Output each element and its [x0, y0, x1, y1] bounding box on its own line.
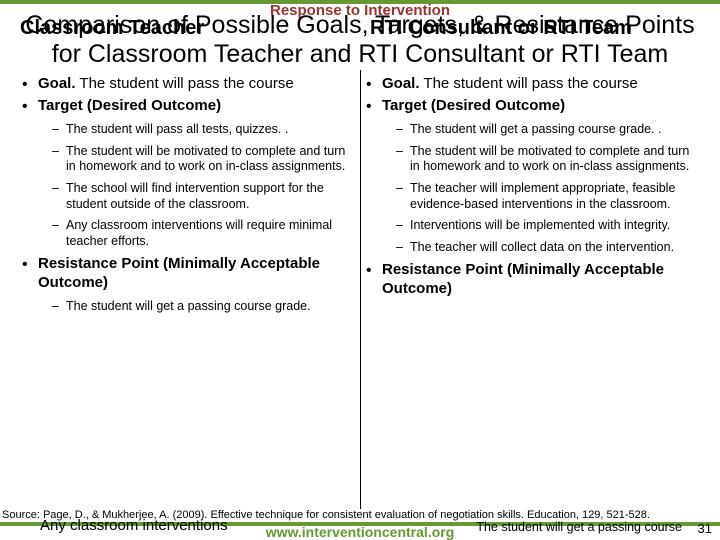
right-heading: RTI Consultant or RTI Team [370, 17, 700, 65]
column-divider [360, 70, 361, 510]
sub-item: The student will pass all tests, quizzes… [52, 122, 356, 138]
sub-item: The student will get a passing course gr… [396, 122, 700, 138]
goal-text: The student will pass the course [76, 75, 294, 92]
sub-item: The teacher will implement appropriate, … [396, 181, 700, 212]
sub-item: Any classroom interventions will require… [52, 218, 356, 249]
page-number: 31 [698, 521, 712, 536]
right-resistance: Resistance Point (Minimally Acceptable O… [364, 261, 700, 299]
goal-label: Goal. [38, 75, 76, 92]
resistance-label: Resistance Point (Minimally Acceptable O… [382, 261, 664, 297]
resistance-label: Resistance Point (Minimally Acceptable O… [38, 255, 320, 291]
sub-item: The student will be motivated to complet… [396, 144, 700, 175]
right-list: Goal. The student will pass the course T… [364, 75, 700, 299]
right-column: RTI Consultant or RTI Team Goal. The stu… [360, 17, 704, 321]
left-resistance-list: The student will get a passing course gr… [52, 299, 356, 315]
target-label: Target (Desired Outcome) [38, 97, 221, 114]
right-target: Target (Desired Outcome) The student wil… [364, 97, 700, 255]
target-label: Target (Desired Outcome) [382, 97, 565, 114]
goal-text: The student will pass the course [420, 75, 638, 92]
left-column: Classroom Teacher Goal. The student will… [16, 17, 360, 321]
left-list: Goal. The student will pass the course T… [20, 75, 356, 315]
left-target: Target (Desired Outcome) The student wil… [20, 97, 356, 249]
right-goal: Goal. The student will pass the course [364, 75, 700, 94]
left-target-list: The student will pass all tests, quizzes… [52, 122, 356, 249]
sub-item: Interventions will be implemented with i… [396, 218, 700, 234]
sub-item: The student will get a passing course gr… [52, 299, 356, 315]
left-heading: Classroom Teacher [20, 17, 356, 65]
left-resistance: Resistance Point (Minimally Acceptable O… [20, 255, 356, 314]
goal-label: Goal. [382, 75, 420, 92]
sub-item: The school will find intervention suppor… [52, 181, 356, 212]
overlay-text-right: The student will get a passing course [476, 520, 682, 534]
left-goal: Goal. The student will pass the course [20, 75, 356, 94]
right-target-list: The student will get a passing course gr… [396, 122, 700, 255]
sub-item: The student will be motivated to complet… [52, 144, 356, 175]
overlay-text-left: Any classroom interventions [40, 517, 228, 534]
sub-item: The teacher will collect data on the int… [396, 240, 700, 256]
